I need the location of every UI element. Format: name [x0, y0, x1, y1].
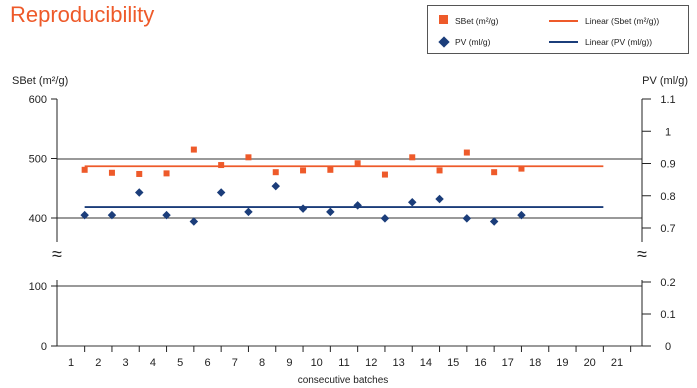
- legend-sbet-marker: [439, 15, 448, 24]
- pv-point: [380, 214, 390, 223]
- x-tick-label: 17: [502, 357, 514, 369]
- x-axis-label: consecutive batches: [298, 375, 389, 386]
- sbet-point: [327, 166, 334, 173]
- pv-point: [353, 201, 362, 210]
- y-right-tick-label: 0: [665, 341, 671, 353]
- y-right-tick-label: 0.2: [660, 277, 675, 289]
- x-tick-label: 3: [123, 357, 129, 369]
- y-right-tick-label: 0.9: [660, 159, 675, 171]
- pv-point: [326, 207, 335, 217]
- x-tick-label: 4: [150, 357, 156, 369]
- pv-point: [298, 204, 308, 213]
- y-right-axis-label: PV (ml/g): [642, 75, 688, 87]
- x-tick-label: 18: [529, 357, 541, 369]
- x-tick-label: 15: [447, 357, 459, 369]
- sbet-point: [218, 162, 225, 169]
- legend-sbet-linear-line: [549, 20, 578, 22]
- sbet-point: [300, 167, 307, 174]
- pv-point: [271, 181, 280, 191]
- sbet-point: [381, 171, 388, 178]
- axis-break-right: ≈: [637, 244, 647, 264]
- x-tick-label: 13: [392, 357, 404, 369]
- axis-break-left: ≈: [52, 244, 62, 264]
- pv-point: [489, 217, 499, 226]
- y-right-tick-label: 1: [665, 126, 671, 138]
- x-tick-label: 12: [365, 357, 377, 369]
- legend: SBet (m²/g) Linear (Sbet (m²/g)) PV (ml/…: [427, 5, 689, 54]
- y-left-tick-label: 500: [29, 154, 47, 166]
- sbet-point: [163, 170, 170, 177]
- chart-title: Reproducibility: [10, 2, 155, 27]
- pv-point: [216, 188, 226, 197]
- pv-point: [80, 210, 89, 220]
- pv-point: [135, 188, 144, 197]
- x-tick-label: 6: [204, 357, 210, 369]
- x-tick-label: 10: [311, 357, 323, 369]
- y-right-tick-label: 0.7: [660, 223, 675, 235]
- legend-sbet-linear-label: Linear (Sbet (m²/g)): [585, 16, 660, 26]
- x-tick-label: 1: [68, 357, 74, 369]
- sbet-point: [491, 169, 498, 176]
- sbet-point: [354, 160, 361, 167]
- x-tick-label: 11: [338, 357, 349, 369]
- x-tick-label: 8: [259, 357, 265, 369]
- x-tick-label: 5: [177, 357, 183, 369]
- sbet-point: [81, 166, 88, 173]
- x-tick-label: 9: [286, 357, 292, 369]
- x-tick-label: 14: [420, 357, 432, 369]
- legend-pv-linear-line: [549, 41, 578, 43]
- y-right-tick-label: 0.8: [660, 191, 675, 203]
- x-tick-label: 16: [474, 357, 486, 369]
- y-left-tick-label: 400: [29, 213, 47, 225]
- y-left-tick-label: 100: [29, 281, 47, 293]
- sbet-point: [518, 165, 525, 172]
- pv-point: [107, 210, 117, 220]
- legend-pv-label: PV (ml/g): [455, 37, 491, 47]
- x-tick-label: 20: [584, 357, 596, 369]
- pv-point: [162, 210, 171, 220]
- pv-point: [408, 197, 417, 207]
- y-left-axis-label: SBet (m²/g): [12, 75, 68, 87]
- pv-point: [189, 217, 199, 226]
- sbet-point: [409, 154, 416, 161]
- legend-sbet-label: SBet (m²/g): [455, 16, 499, 26]
- sbet-point: [190, 146, 197, 153]
- sbet-point: [245, 154, 252, 161]
- y-right-tick-label: 0.1: [660, 309, 675, 321]
- sbet-point: [436, 167, 443, 174]
- pv-point: [244, 207, 253, 217]
- sbet-point: [463, 149, 470, 156]
- y-right-tick-label: 1.1: [660, 94, 675, 106]
- y-left-tick-label: 600: [29, 94, 47, 106]
- sbet-point: [272, 169, 279, 176]
- x-tick-label: 2: [95, 357, 101, 369]
- x-tick-label: 21: [611, 357, 623, 369]
- pv-point: [462, 214, 472, 223]
- pv-point: [435, 194, 444, 204]
- x-tick-label: 7: [232, 357, 238, 369]
- x-tick-label: 19: [556, 357, 568, 369]
- sbet-point: [136, 170, 143, 177]
- y-left-tick-label: 0: [41, 341, 47, 353]
- legend-pv-linear-label: Linear (PV (ml/g)): [585, 37, 653, 47]
- sbet-point: [108, 169, 115, 176]
